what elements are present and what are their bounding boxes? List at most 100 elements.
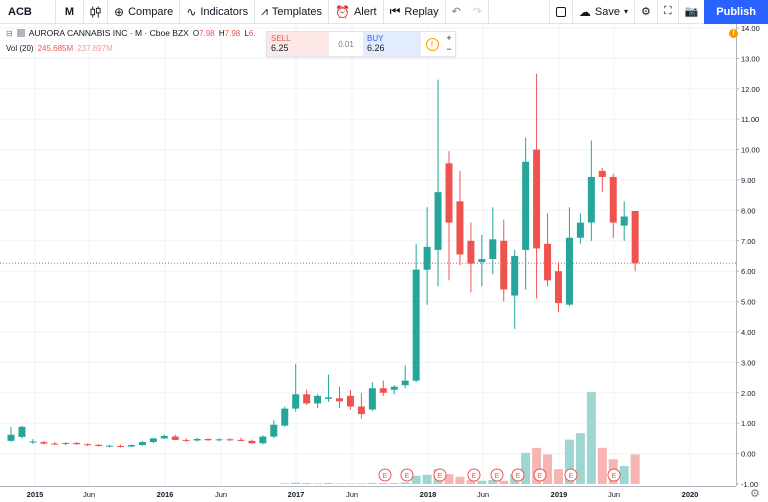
indicators-button[interactable]: ∿ Indicators [180, 0, 256, 24]
replay-label: Replay [404, 5, 439, 18]
price-axis-bg [736, 24, 768, 502]
volume-bar [521, 452, 531, 484]
volume-bar [313, 483, 323, 484]
alert-label: Alert [353, 5, 377, 18]
fullscreen-icon: ⛶ [663, 5, 672, 17]
collapse-icon[interactable]: ⊟ [6, 28, 13, 38]
candle-body [248, 440, 256, 444]
volume-bar [378, 483, 388, 484]
volume-bar [564, 439, 574, 484]
volume-bar [291, 482, 301, 484]
x-tick-label: 2016 [157, 490, 174, 499]
warning-button[interactable]: ! [421, 32, 443, 56]
chart-style-button[interactable] [84, 0, 108, 24]
candle-body [368, 388, 376, 410]
volume-bar [586, 392, 596, 484]
candle-body [259, 436, 267, 444]
chart-settings-gear-icon[interactable]: ⚙ [750, 488, 760, 500]
candle-body [73, 442, 81, 445]
high-label: H [218, 28, 225, 38]
candle-body [609, 176, 617, 223]
earnings-marker [511, 468, 525, 482]
alert-dot-icon[interactable]: ! [729, 29, 738, 38]
candle-body [237, 439, 245, 441]
candle-body [555, 271, 562, 304]
symbol-search[interactable]: ACB [0, 0, 56, 24]
templates-button[interactable]: ⩘ Templates [255, 0, 329, 24]
candle-body [40, 442, 48, 444]
candle-body [390, 386, 398, 390]
settings-button[interactable]: ⚙ [633, 0, 657, 24]
candle-body [226, 439, 234, 441]
open-label: O [192, 28, 200, 38]
sell-button[interactable]: SELL 6.25 [267, 32, 329, 56]
price-axis[interactable]: 14.00 13.00 12.00 11.00 10.00 9.00 8.00 7.00 6.0… [736, 24, 768, 502]
x-tick-label: Jun [608, 490, 620, 499]
candle-body [193, 439, 201, 441]
volume-value: 245.685M [37, 44, 74, 53]
replay-button[interactable]: ⏮ Replay [384, 0, 446, 24]
volume-bar [488, 480, 498, 484]
volume-bar [356, 483, 366, 484]
time-axis[interactable]: 2015 Jun 2016 Jun 2017 Jun 2018 Jun 2019 Jun 2020 [0, 486, 736, 502]
candle-body [445, 163, 453, 223]
earnings-marker-label: E [438, 473, 443, 480]
earnings-marker-label: E [569, 473, 574, 480]
symbol-logo-icon [16, 29, 25, 37]
price-chart[interactable]: 6.26 E E E E E E E E E 14.00 13.00 12.00 11.00 10.00… [0, 24, 768, 502]
candle-body [544, 243, 552, 281]
square-icon [555, 6, 566, 17]
templates-label: Templates [271, 5, 322, 18]
snapshot-button[interactable]: 📷 [677, 0, 705, 24]
layout-button[interactable] [548, 0, 572, 24]
candles [7, 73, 639, 448]
x-tick-label: 2015 [27, 490, 44, 499]
buy-button[interactable]: BUY 6.26 [363, 32, 421, 56]
save-button[interactable]: ☁ Save ▾ [571, 0, 634, 24]
candle-body [500, 240, 508, 290]
earnings-marker [490, 468, 504, 482]
candle-body [489, 239, 497, 260]
spread-value: 0.01 [338, 39, 354, 49]
save-label: Save [594, 5, 620, 18]
volume-bar [466, 480, 476, 484]
compare-button[interactable]: ⊕ Compare [108, 0, 181, 24]
candle-body [325, 397, 333, 399]
buy-label: BUY [367, 34, 384, 43]
quantity-stepper[interactable]: + − [443, 32, 455, 56]
x-tick-label: 2020 [682, 490, 699, 499]
volume-bar [335, 483, 344, 484]
candle-body [117, 446, 124, 447]
plus-icon[interactable]: + [446, 33, 452, 43]
interval-button[interactable]: M [56, 0, 84, 24]
grid [0, 24, 736, 486]
trade-widget: SELL 6.25 0.01 BUY 6.26 ! + − [266, 31, 456, 57]
last-price-line: 6.26 [0, 257, 768, 270]
candle-body [95, 444, 103, 446]
earnings-marker [607, 468, 621, 482]
candle-body [533, 149, 541, 249]
y-tick-label: 4.00 [741, 328, 756, 337]
cloud-icon: ☁ [578, 4, 591, 19]
redo-button[interactable]: ↷ [467, 0, 490, 24]
earnings-marker [433, 468, 447, 482]
volume-bar [543, 454, 553, 484]
alert-button[interactable]: ⏰ Alert [329, 0, 384, 24]
time-axis-bg [0, 486, 736, 502]
candle-body [270, 424, 278, 437]
publish-button[interactable]: Publish [704, 0, 768, 24]
minus-icon[interactable]: − [446, 44, 452, 54]
camera-icon: 📷 [684, 6, 699, 18]
indicators-icon: ∿ [186, 4, 197, 19]
y-tick-label: 6.00 [741, 267, 756, 276]
indicators-label: Indicators [200, 5, 249, 18]
high-value: 7.98 [224, 28, 241, 38]
y-tick-label: 3.00 [741, 358, 756, 367]
fullscreen-button[interactable]: ⛶ [656, 0, 678, 24]
volume-bar [619, 465, 629, 484]
volume-bar [499, 480, 509, 484]
x-tick-label: Jun [346, 490, 358, 499]
y-tick-label: 7.00 [741, 237, 756, 246]
undo-button[interactable]: ↶ [446, 0, 467, 24]
volume-label: Vol (20) [6, 44, 34, 53]
